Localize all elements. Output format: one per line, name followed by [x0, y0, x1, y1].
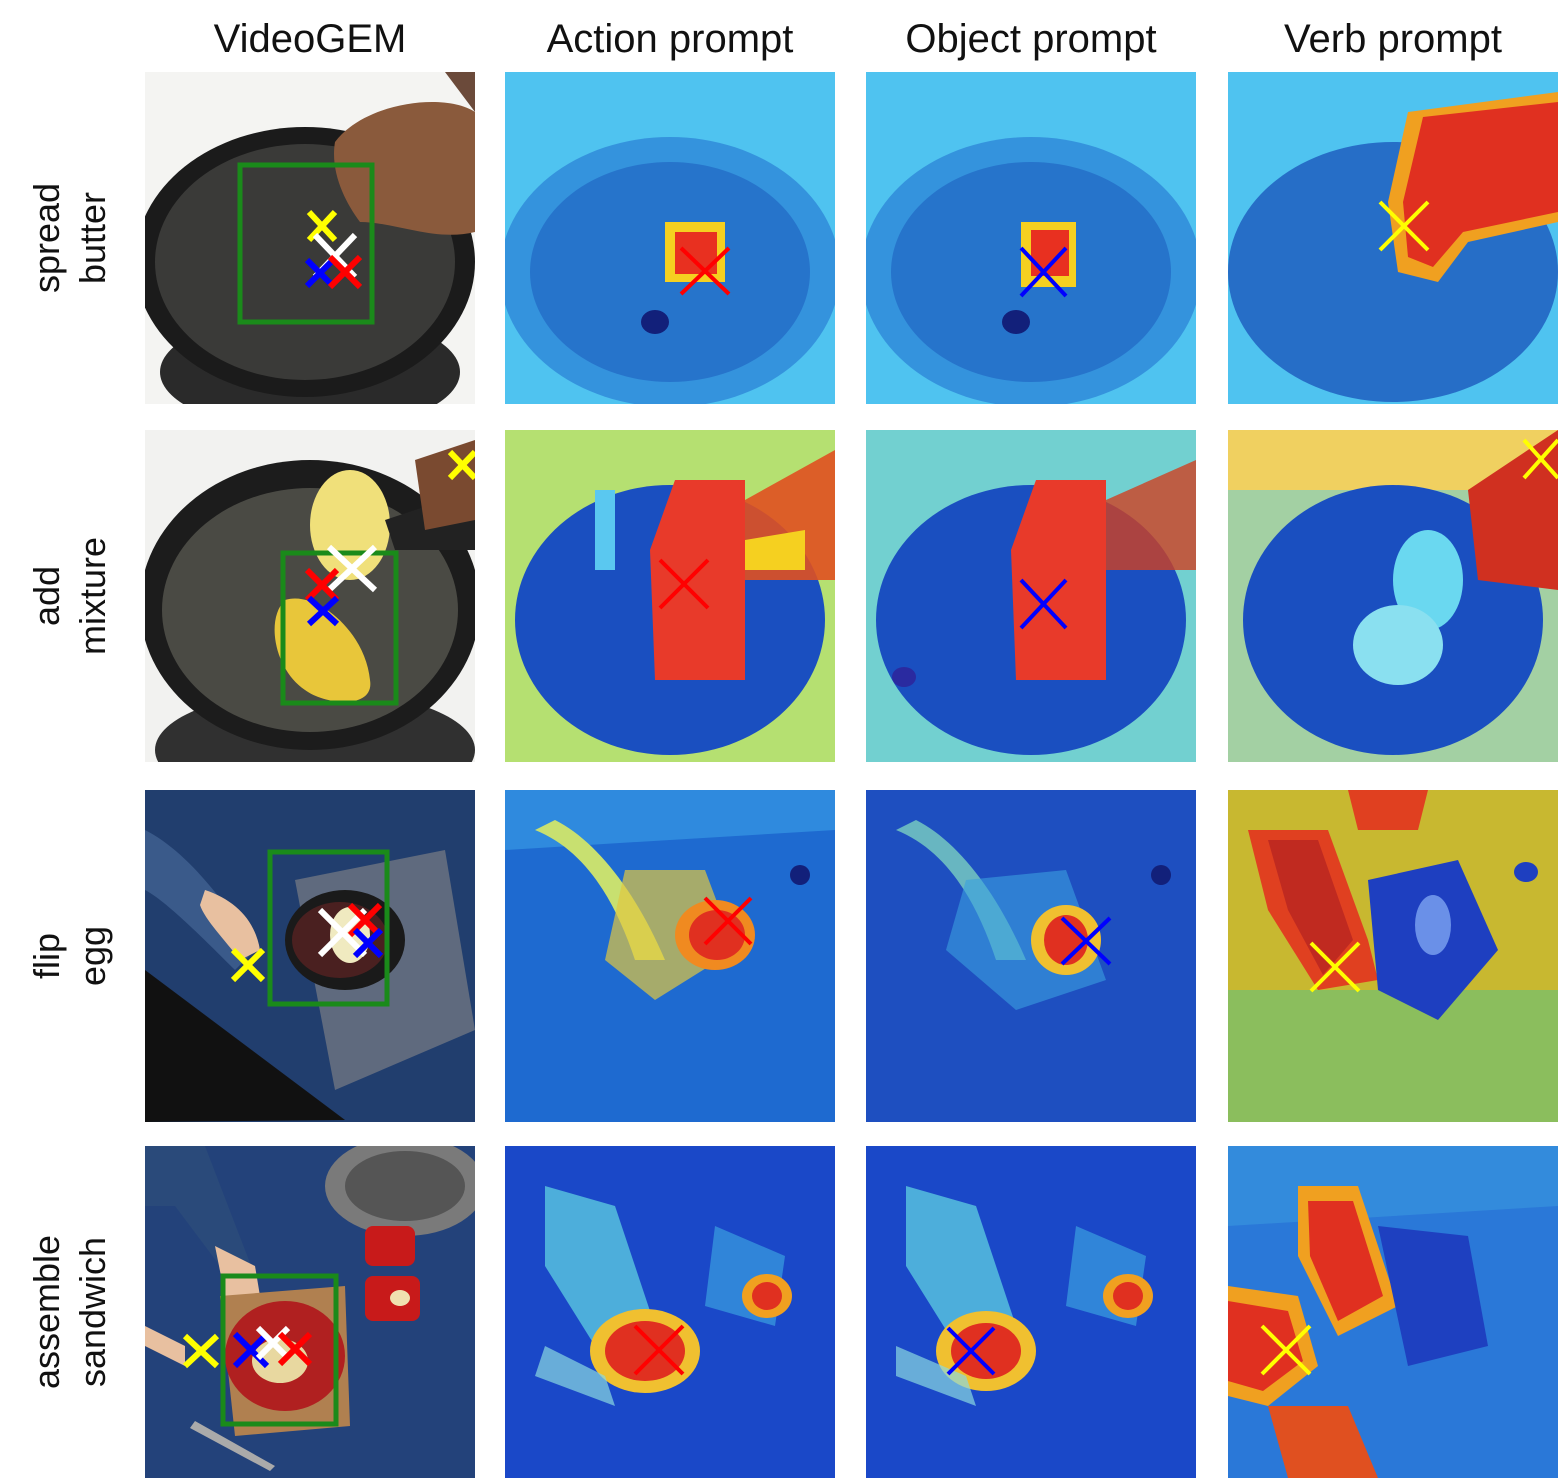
heatmap-action-assemble-sandwich — [505, 1146, 835, 1478]
photo-add-mixture — [145, 430, 475, 762]
heatmap-verb-spread-butter — [1228, 72, 1558, 404]
row-label-add-mixture: add mixture — [26, 536, 113, 656]
heatmap-action-add-mixture — [505, 430, 835, 762]
heatmap-object-add-mixture — [866, 430, 1196, 762]
photo-spread-butter — [145, 72, 475, 404]
photo-assemble-sandwich — [145, 1146, 475, 1478]
heatmap-action-flip-egg — [505, 790, 835, 1122]
column-header-action-prompt: Action prompt — [546, 17, 794, 61]
row-label-flip-egg: flip egg — [25, 925, 113, 987]
column-header-videogem: VideoGEM — [213, 17, 407, 61]
heatmap-object-assemble-sandwich — [866, 1146, 1196, 1478]
column-header-object-prompt: Object prompt — [905, 17, 1157, 61]
column-header-verb-prompt: Verb prompt — [1284, 17, 1502, 61]
heatmap-object-flip-egg — [866, 790, 1196, 1122]
photo-flip-egg — [145, 790, 475, 1122]
heatmap-verb-add-mixture — [1228, 430, 1558, 762]
bbox — [237, 162, 375, 325]
heatmap-object-spread-butter — [866, 72, 1196, 404]
row-label-spread-butter: spread butter — [25, 182, 113, 294]
row-label-assemble-sandwich: assemble sandwich — [26, 1234, 114, 1390]
heatmap-action-spread-butter — [505, 72, 835, 404]
heatmap-verb-assemble-sandwich — [1228, 1146, 1558, 1478]
heatmap-verb-flip-egg — [1228, 790, 1558, 1122]
